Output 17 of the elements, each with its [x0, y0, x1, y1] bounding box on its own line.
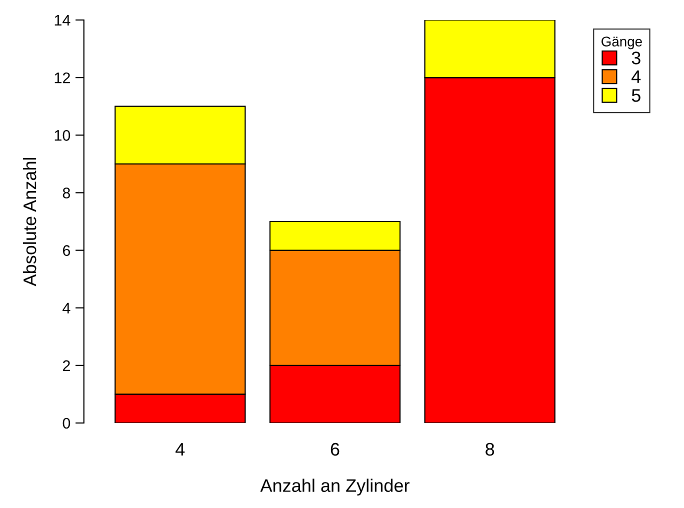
- y-tick-label: 8: [62, 188, 70, 198]
- x-tick-label: 8: [486, 442, 494, 456]
- y-tick-label: 14: [54, 15, 70, 26]
- x-tick-label: 6: [330, 442, 340, 456]
- legend-label: 4: [632, 70, 641, 83]
- y-tick-label: 2: [62, 360, 70, 371]
- legend-title: Gänge: [602, 36, 642, 50]
- y-tick-label: 4: [62, 302, 70, 314]
- y-tick-label: 6: [62, 245, 70, 256]
- y-axis-title: Absolute Anzahl: [22, 158, 36, 286]
- y-tick-label: 12: [54, 72, 70, 84]
- legend-label: 5: [632, 89, 640, 102]
- x-axis-title: Anzahl an Zylinder: [260, 478, 410, 496]
- legend-label: 3: [632, 52, 640, 64]
- x-tick-label: 4: [176, 443, 185, 456]
- y-tick-label: 10: [54, 130, 70, 141]
- y-tick-label: 0: [62, 418, 70, 429]
